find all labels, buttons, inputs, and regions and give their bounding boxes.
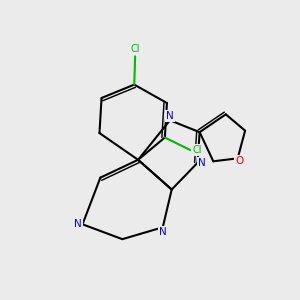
Text: Cl: Cl [130,44,140,54]
Text: N: N [198,158,206,168]
Text: N: N [74,219,82,229]
Text: N: N [166,111,174,121]
Text: O: O [235,156,243,166]
Text: Cl: Cl [193,145,202,155]
Text: N: N [159,227,167,237]
